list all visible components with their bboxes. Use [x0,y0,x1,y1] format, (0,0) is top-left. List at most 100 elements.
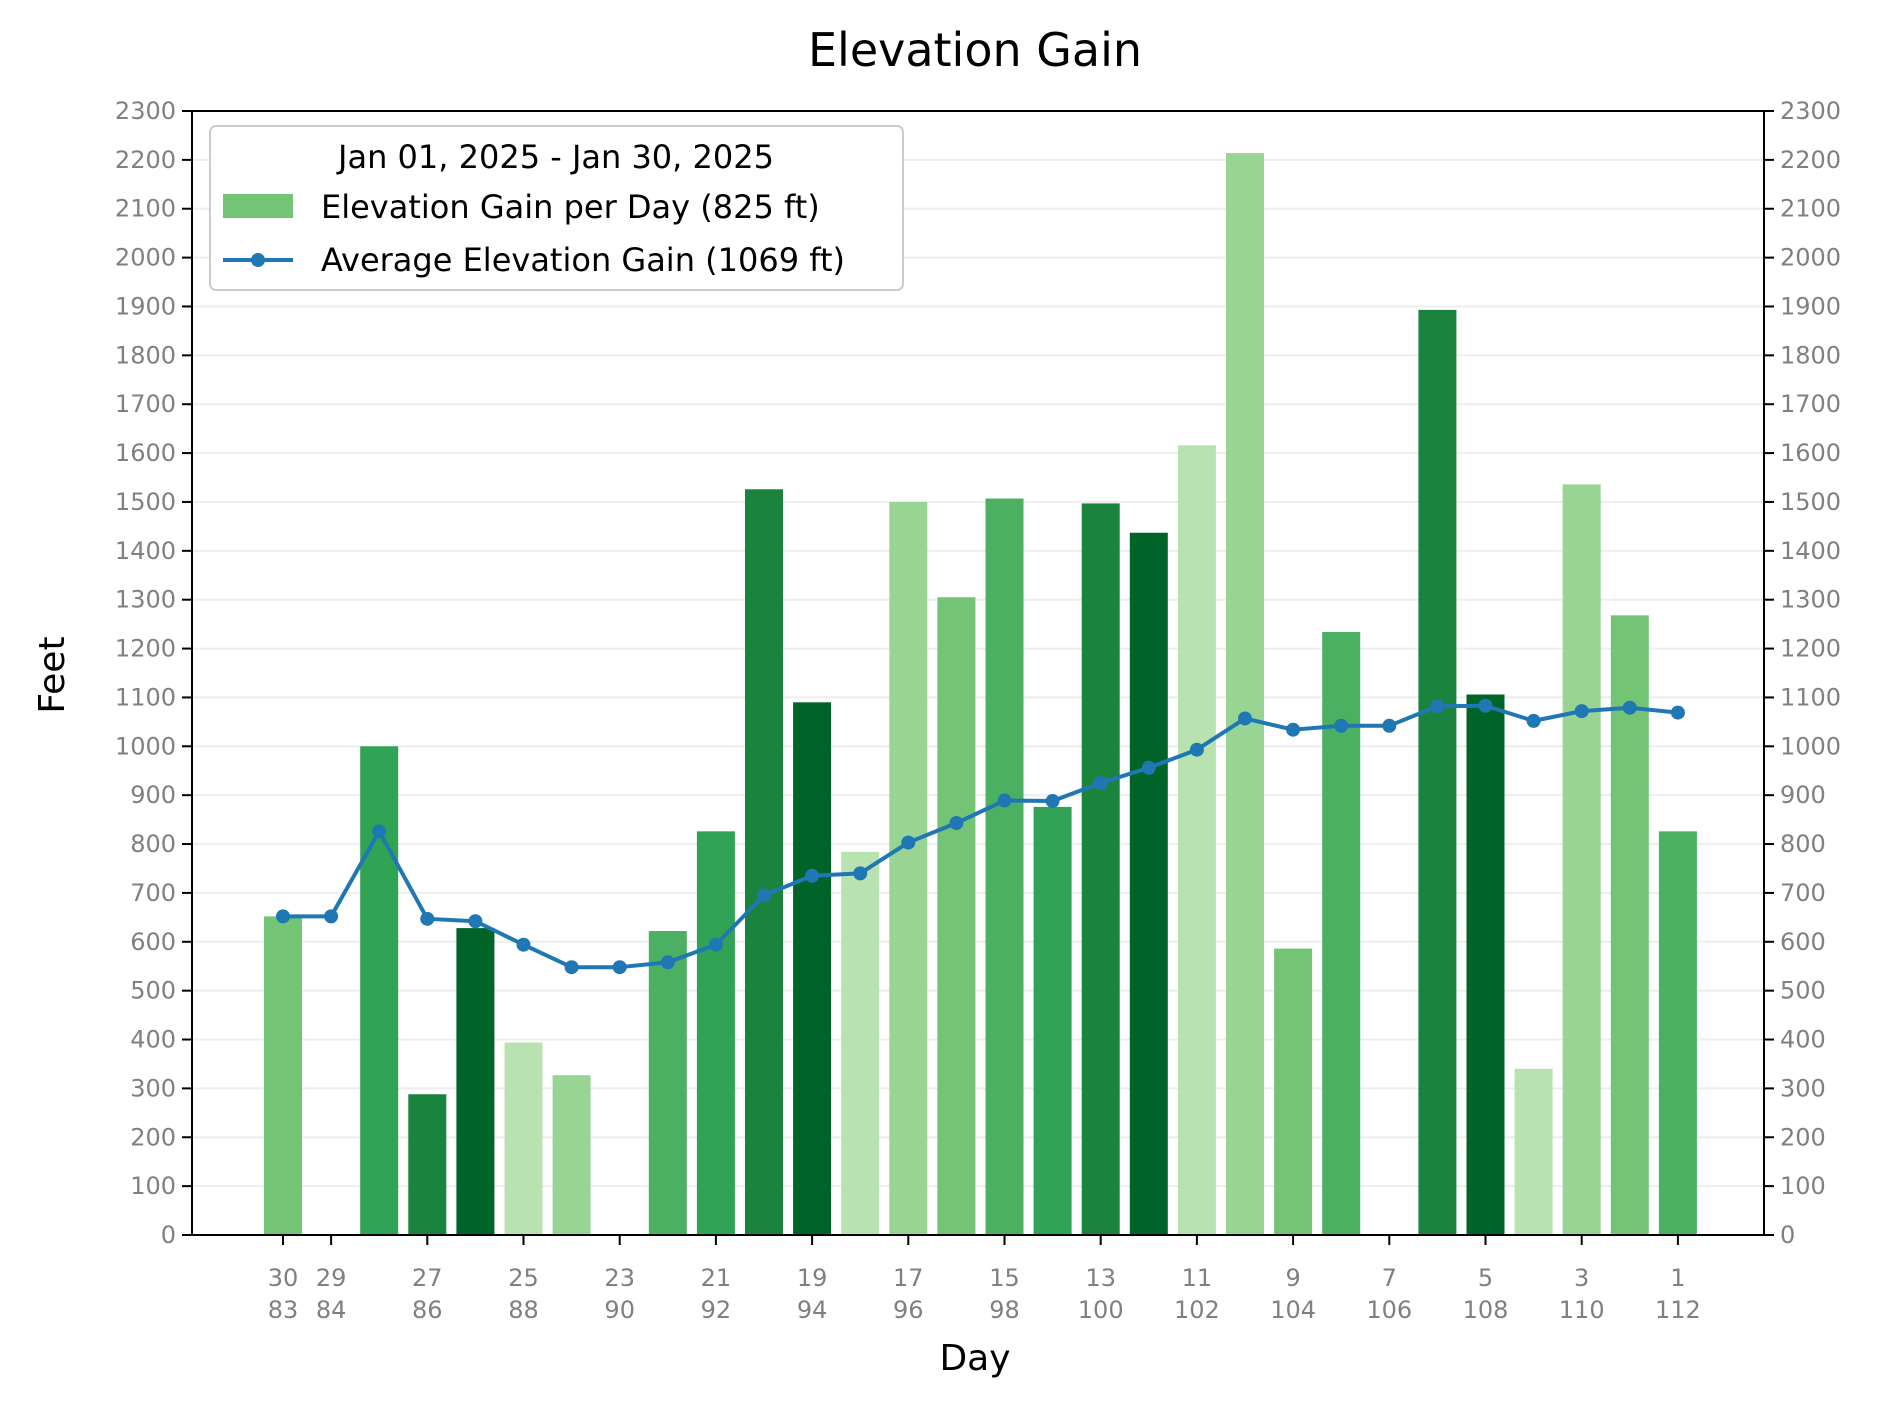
x-tick-label-second: 86 [412,1296,443,1324]
x-tick-label-second: 90 [604,1296,635,1324]
y-tick-label-right: 1600 [1780,439,1841,467]
y-tick-label-right: 400 [1780,1026,1826,1054]
axes [191,110,1765,1236]
y-tick-label-right: 600 [1780,928,1826,956]
y-tick-label-right: 500 [1780,977,1826,1005]
legend-line-label: Average Elevation Gain (1069 ft) [321,241,845,279]
y-tick-label-left: 1700 [115,390,176,418]
y-tick-label-left: 1500 [115,488,176,516]
bar-day-25 [504,1042,543,1235]
y-tick-label-left: 1200 [115,635,176,663]
y-tick-label-right: 2000 [1780,244,1841,272]
average-point-day-17 [901,835,916,850]
y-tick-label-left: 1000 [115,732,176,760]
average-point-day-11 [1189,742,1204,757]
legend-box [209,125,904,291]
bar-day-5 [1466,694,1505,1235]
y-tick-label-right: 300 [1780,1074,1826,1102]
average-point-day-8 [1334,718,1349,733]
average-point-day-22 [660,955,675,970]
bar-day-16 [937,597,976,1235]
y-tick-label-right: 2300 [1780,97,1841,125]
y-tick-label-left: 2100 [115,195,176,223]
y-tick-label-left: 1800 [115,341,176,369]
average-point-day-2 [1622,700,1637,715]
y-tick-label-right: 800 [1780,830,1826,858]
x-tick-label-second: 88 [508,1296,539,1324]
y-tick-label-left: 2200 [115,146,176,174]
x-tick-label-day: 11 [1182,1264,1213,1292]
y-tick-label-left: 900 [130,781,176,809]
legend-title: Jan 01, 2025 - Jan 30, 2025 [336,138,774,176]
y-tick-label-left: 2300 [115,97,176,125]
average-point-day-10 [1238,711,1252,726]
average-point-day-13 [1093,775,1108,790]
average-point-day-5 [1478,698,1493,713]
average-point-day-1 [1670,705,1685,720]
average-point-day-19 [805,868,820,883]
legend-line-marker [251,253,265,267]
bar-day-30 [264,916,302,1235]
average-point-day-20 [757,888,771,903]
bar-day-17 [889,501,928,1235]
x-tick-label-second: 83 [268,1296,299,1324]
y-tick-label-right: 100 [1780,1172,1826,1200]
average-point-day-14 [1045,794,1060,809]
x-tick-label-second: 112 [1655,1296,1701,1324]
y-tick-label-right: 1700 [1780,390,1841,418]
average-point-day-26 [468,914,483,929]
y-tick-label-right: 1100 [1780,683,1841,711]
y-tick-label-left: 500 [130,977,176,1005]
x-tick-label-day: 1 [1670,1264,1685,1292]
bar-day-15 [985,498,1024,1235]
x-tick-label-second: 108 [1463,1296,1509,1324]
bar-day-13 [1081,503,1120,1235]
average-point-day-25 [516,937,531,952]
average-line-series [276,698,1685,975]
y-tick-label-left: 800 [130,830,176,858]
x-tick-label-day: 13 [1085,1264,1116,1292]
y-tick-label-left: 200 [130,1123,176,1151]
bar-day-14 [1033,806,1072,1235]
x-tick-label-second: 84 [316,1296,347,1324]
y-tick-label-left: 1400 [115,537,176,565]
x-tick-label-day: 3 [1574,1264,1589,1292]
y-tick-label-right: 900 [1780,781,1826,809]
y-tick-label-left: 600 [130,928,176,956]
bar-day-9 [1274,948,1313,1235]
x-axis: 3083298427862588239021921994179615981310… [268,1235,1701,1324]
bar-day-1 [1658,831,1697,1235]
average-point-day-12 [1141,760,1156,775]
bar-day-3 [1562,484,1601,1235]
bar-series [264,153,1697,1235]
average-point-day-7 [1382,718,1397,733]
y-tick-label-left: 100 [130,1172,176,1200]
average-point-day-29 [324,909,339,924]
bar-day-19 [793,702,832,1235]
x-axis-title: Day [939,1338,1010,1379]
y-tick-label-right: 2100 [1780,195,1841,223]
x-tick-label-second: 94 [797,1296,828,1324]
y-tick-label-left: 700 [130,879,176,907]
bar-day-22 [648,931,687,1235]
bar-day-21 [696,831,735,1235]
bar-day-27 [408,1094,447,1235]
x-tick-label-day: 7 [1382,1264,1397,1292]
y-tick-label-right: 1300 [1780,586,1841,614]
average-point-day-3 [1574,704,1589,719]
x-tick-label-day: 29 [316,1264,347,1292]
y-tick-label-left: 1300 [115,586,176,614]
x-tick-label-day: 23 [604,1264,635,1292]
x-tick-label-day: 17 [893,1264,924,1292]
average-line [283,703,1679,970]
y-axis-title: Feet [32,636,73,713]
bar-day-28 [360,746,399,1235]
y-tick-label-left: 2000 [115,244,176,272]
y-tick-label-left: 1900 [115,292,176,320]
bar-day-2 [1610,615,1649,1235]
average-point-day-23 [612,960,627,975]
x-tick-label-day: 9 [1285,1264,1300,1292]
y-axis-right: 0 100 200 300 400 500 600 700 800 900 1000 1100 1200… [1764,97,1841,1249]
legend-bar-swatch [223,194,293,218]
